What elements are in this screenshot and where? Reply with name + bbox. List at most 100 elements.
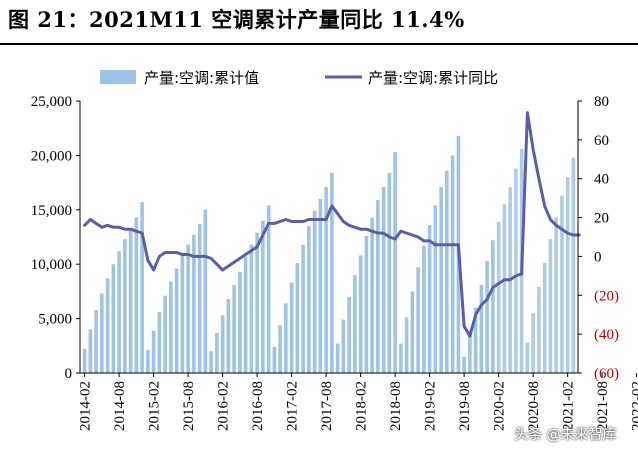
bar (450, 155, 455, 373)
bar (364, 235, 369, 373)
bar (433, 205, 438, 373)
bar (140, 202, 144, 373)
bar (215, 332, 219, 373)
bar (387, 172, 392, 373)
bar (111, 264, 116, 373)
bar (238, 271, 242, 373)
bar (525, 342, 530, 373)
legend: 产量:空调:累计值 产量:空调:累计同比 (100, 69, 498, 87)
x-tick-label: 2016-08 (250, 381, 266, 431)
bar (376, 200, 380, 373)
bar (146, 350, 150, 373)
yoy-line (83, 111, 581, 338)
bar (243, 256, 248, 373)
bar (445, 170, 449, 373)
bar (100, 293, 104, 373)
title-rule (0, 43, 638, 45)
bar (255, 232, 259, 373)
bar (560, 195, 564, 373)
right-tick-label: 20 (594, 211, 609, 227)
bar (278, 325, 282, 373)
bar (232, 284, 236, 373)
bar (88, 329, 93, 373)
legend-bar-swatch (100, 70, 136, 84)
x-tick-label: 2021-02 (561, 381, 577, 431)
bar (226, 299, 231, 373)
x-tick-label: 2014-02 (78, 381, 94, 431)
bar (128, 228, 133, 373)
bar (289, 282, 294, 373)
bar (399, 343, 403, 373)
bar (209, 351, 213, 373)
x-tick-label: 2019-08 (457, 381, 473, 431)
bar (571, 157, 576, 373)
bar (370, 217, 374, 373)
bar (157, 312, 162, 373)
bar (272, 346, 277, 373)
bar (491, 240, 495, 373)
bar (186, 244, 190, 373)
bar (565, 177, 570, 373)
bar-series (82, 135, 576, 373)
x-tick-label: 2018-02 (354, 381, 370, 431)
bar (318, 198, 323, 373)
bar (427, 225, 432, 373)
bar (468, 330, 472, 373)
bar (330, 172, 334, 373)
bar (307, 226, 311, 373)
x-tick-label: 2019-02 (423, 381, 439, 431)
bar (353, 275, 357, 373)
figure-title: 图 21：2021M11 空调累计产量同比 11.4% (8, 7, 465, 32)
bar (220, 315, 225, 373)
bar (134, 217, 139, 373)
x-tick-label: 2014-08 (112, 381, 128, 431)
right-axis-ticks: (60) (40) (20) 0 20 40 60 80 (578, 94, 619, 382)
bar (422, 245, 426, 373)
bar (410, 291, 415, 373)
bar (548, 239, 553, 373)
bar (485, 260, 489, 373)
bar (462, 356, 466, 373)
bar (203, 209, 208, 373)
bar (82, 349, 87, 373)
left-tick-label: 5,000 (38, 312, 72, 328)
bar (261, 220, 265, 373)
right-tick-label: 40 (594, 172, 609, 188)
right-tick-label: 80 (594, 94, 609, 110)
bar (347, 296, 351, 373)
bar (295, 263, 300, 373)
bar (531, 313, 535, 373)
right-tick-label: (40) (594, 327, 619, 343)
bar (324, 186, 328, 373)
bar (473, 307, 478, 373)
bar (180, 255, 185, 373)
bar (496, 221, 501, 373)
x-tick-label: 2022-02 (630, 381, 638, 431)
bar (404, 317, 409, 373)
bar (105, 278, 110, 373)
right-tick-label: (20) (594, 288, 619, 304)
bar (514, 168, 518, 373)
bar (123, 239, 127, 373)
bar (416, 267, 420, 373)
bar (284, 303, 288, 373)
bar (381, 186, 386, 373)
bar (537, 287, 541, 373)
bar (439, 186, 443, 373)
left-tick-label: 0 (65, 366, 73, 382)
right-tick-label: (60) (594, 366, 619, 382)
bar (169, 281, 173, 373)
left-tick-label: 10,000 (31, 257, 72, 273)
x-tick-label: 2015-08 (181, 381, 197, 431)
bar (197, 223, 202, 373)
bar (301, 244, 305, 373)
x-tick-label: 2020-02 (492, 381, 508, 431)
x-tick-label: 2020-08 (526, 381, 542, 431)
left-tick-label: 25,000 (31, 94, 72, 110)
bar (554, 217, 558, 373)
bar (249, 244, 254, 373)
bar (266, 205, 271, 373)
watermark: 头条 @未来智库 (514, 427, 617, 443)
bar (151, 330, 156, 373)
